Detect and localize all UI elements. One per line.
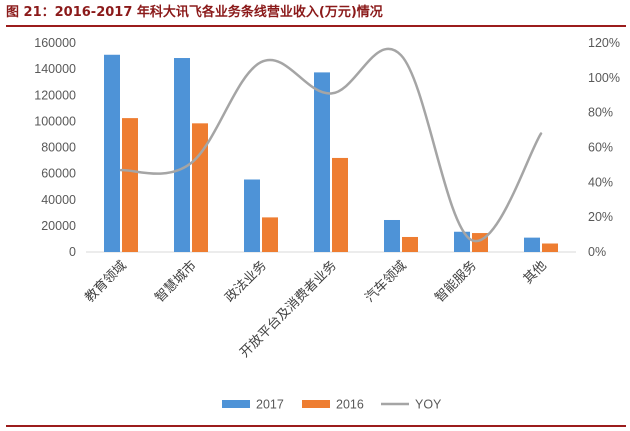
- legend-swatch: [222, 400, 250, 408]
- category-label: 智慧城市: [152, 258, 200, 306]
- bar-2016: [332, 157, 348, 252]
- left-tick-label: 60000: [41, 167, 76, 181]
- category-label: 政法业务: [222, 258, 270, 306]
- bar-2016: [402, 236, 418, 252]
- bar-2017: [454, 231, 470, 252]
- right-tick-label: 80%: [588, 106, 613, 120]
- bar-2017: [384, 219, 400, 252]
- legend-label: 2016: [336, 398, 364, 412]
- bar-2016: [192, 123, 208, 252]
- left-tick-label: 160000: [34, 36, 76, 50]
- bar-series: [104, 54, 558, 252]
- left-tick-label: 40000: [41, 193, 76, 207]
- legend-swatch: [302, 400, 330, 408]
- legend: 2017 2016 YOY: [222, 398, 442, 412]
- bar-2016: [122, 118, 138, 252]
- bar-2017: [104, 54, 120, 252]
- title-divider: [6, 25, 626, 27]
- right-tick-label: 60%: [588, 141, 613, 155]
- category-label: 汽车领域: [362, 258, 410, 306]
- bar-2017: [314, 72, 330, 252]
- right-tick-label: 40%: [588, 175, 613, 189]
- category-label: 其他: [521, 258, 550, 287]
- left-tick-label: 0: [69, 245, 76, 259]
- footer-divider: [6, 425, 626, 427]
- legend-label: YOY: [415, 398, 442, 412]
- left-tick-label: 120000: [34, 88, 76, 102]
- right-tick-label: 20%: [588, 210, 613, 224]
- bar-2016: [262, 217, 278, 252]
- left-tick-label: 80000: [41, 141, 76, 155]
- left-axis-ticks: 0 20000 40000 60000 80000 100000 120000 140000 1…: [34, 36, 76, 259]
- left-tick-label: 140000: [34, 62, 76, 76]
- category-label: 教育领域: [82, 258, 130, 306]
- figure-title: 图 21：2016-2017 年科大讯飞各业务条线营业收入(万元)情况: [6, 5, 383, 20]
- bar-2016: [542, 243, 558, 252]
- right-tick-label: 100%: [588, 71, 620, 85]
- legend-label: 2017: [256, 398, 284, 412]
- yoy-line: [119, 47, 543, 243]
- left-tick-label: 100000: [34, 114, 76, 128]
- category-label: 智能服务: [432, 258, 480, 306]
- right-tick-label: 0%: [588, 245, 606, 259]
- bar-2017: [174, 58, 190, 252]
- bar-2017: [244, 179, 260, 252]
- left-tick-label: 20000: [41, 219, 76, 233]
- right-axis-ticks: 0% 20% 40% 60% 80% 100% 120%: [588, 36, 620, 259]
- bar-2017: [524, 237, 540, 252]
- right-tick-label: 120%: [588, 36, 620, 50]
